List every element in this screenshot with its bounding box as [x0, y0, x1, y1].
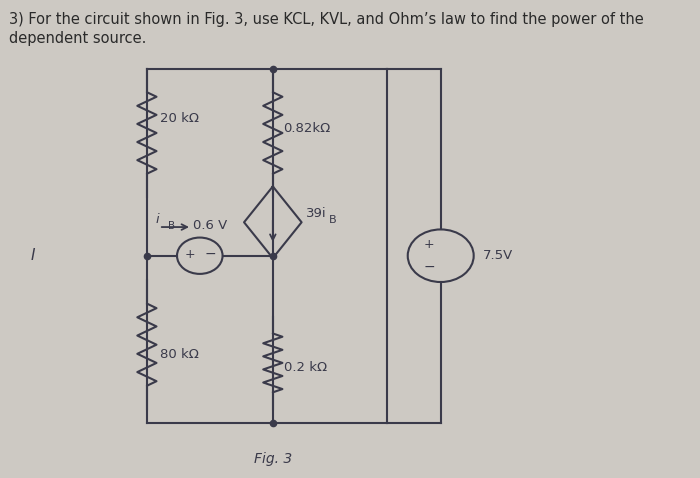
- Text: I: I: [31, 248, 35, 263]
- Text: 39i: 39i: [307, 207, 327, 220]
- Text: +: +: [424, 238, 435, 251]
- Text: +: +: [184, 248, 195, 261]
- Text: 0.6 V: 0.6 V: [193, 219, 228, 232]
- Text: B: B: [168, 221, 175, 231]
- Text: i: i: [156, 213, 160, 226]
- Text: 0.2 kΩ: 0.2 kΩ: [284, 361, 327, 374]
- Text: 7.5V: 7.5V: [483, 249, 513, 262]
- Text: 0.82kΩ: 0.82kΩ: [284, 122, 331, 135]
- Text: Fig. 3: Fig. 3: [253, 452, 292, 466]
- Text: B: B: [329, 215, 337, 225]
- Text: 20 kΩ: 20 kΩ: [160, 112, 199, 125]
- Text: dependent source.: dependent source.: [9, 31, 146, 46]
- Text: 80 kΩ: 80 kΩ: [160, 348, 199, 361]
- Text: −: −: [204, 247, 216, 261]
- Text: −: −: [424, 260, 435, 274]
- Text: 3) For the circuit shown in Fig. 3, use KCL, KVL, and Ohm’s law to find the powe: 3) For the circuit shown in Fig. 3, use …: [9, 12, 644, 27]
